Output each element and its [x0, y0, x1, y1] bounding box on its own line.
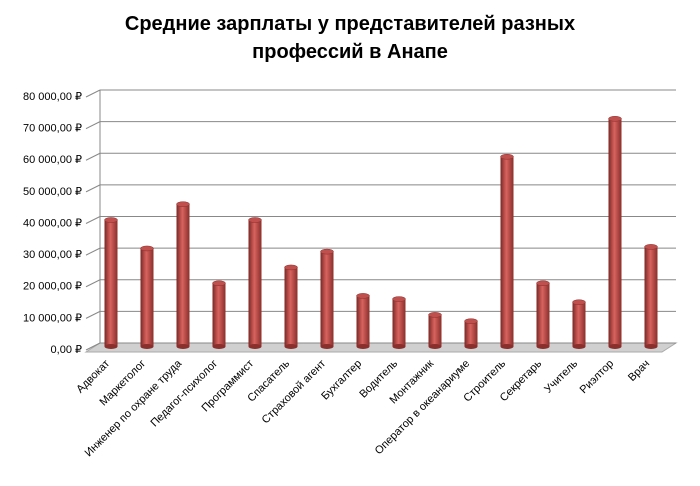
bar — [428, 314, 442, 347]
bar — [608, 118, 622, 347]
bar-cap — [248, 217, 262, 223]
grid-line-side — [85, 152, 101, 161]
bar — [500, 156, 514, 347]
grid-line-side — [85, 310, 101, 319]
bar-cap — [104, 217, 118, 223]
y-tick-label: 50 000,00 ₽ — [23, 186, 82, 198]
bar-cap — [356, 293, 370, 299]
bar — [356, 295, 370, 347]
bar-cap — [500, 154, 514, 160]
bar-cap — [176, 201, 190, 207]
bar-base — [176, 344, 190, 349]
y-tick-label: 60 000,00 ₽ — [23, 154, 82, 166]
chart-title: Средние зарплаты у представителей разных… — [124, 13, 576, 63]
bar-cap — [644, 244, 658, 250]
bar-base — [536, 344, 550, 349]
bar-base — [140, 344, 154, 349]
bar-base — [428, 344, 442, 349]
y-tick-label: 70 000,00 ₽ — [23, 123, 82, 135]
grid-line-side — [85, 184, 101, 193]
bar — [572, 302, 586, 347]
bar-cap — [140, 245, 154, 252]
bar — [284, 267, 298, 347]
y-tick-label: 0,00 ₽ — [51, 344, 82, 356]
bar-cap — [392, 296, 406, 302]
bar-base — [392, 344, 406, 349]
bar-base — [248, 344, 262, 349]
bar — [248, 220, 262, 347]
x-tick-label: Риэлтор — [578, 358, 616, 396]
x-tick-label: Педагог-психолог — [148, 358, 220, 430]
bar-cap — [608, 116, 622, 122]
grid-line-side — [85, 247, 101, 256]
bar-base — [320, 344, 334, 349]
bar-cap — [320, 248, 334, 255]
bar-base — [500, 344, 514, 349]
y-tick-label: 10 000,00 ₽ — [23, 312, 82, 324]
bar — [536, 283, 550, 347]
grid-line-side — [85, 342, 101, 351]
bar — [320, 251, 334, 347]
bar-base — [104, 344, 118, 349]
grid-line-side — [85, 216, 101, 224]
floor — [84, 342, 678, 353]
bar-cap — [536, 280, 550, 286]
bar-base — [284, 344, 298, 349]
x-tick-label: Врач — [626, 358, 652, 384]
grid-line-side — [85, 121, 101, 130]
bar-base — [608, 344, 622, 349]
bar-cap — [212, 280, 226, 286]
bar — [392, 299, 406, 347]
grid-line-side — [85, 89, 101, 98]
y-tick-label: 30 000,00 ₽ — [23, 249, 82, 261]
bar-base — [572, 344, 586, 349]
bar-base — [356, 344, 370, 349]
bar-base — [644, 344, 658, 349]
y-tick-label: 20 000,00 ₽ — [23, 281, 82, 293]
x-tick-label: Страховой агент — [260, 358, 329, 427]
bar — [104, 220, 118, 347]
bar-base — [212, 344, 226, 349]
bar-cap — [428, 312, 442, 318]
bar-base — [464, 344, 478, 349]
y-tick-label: 80 000,00 ₽ — [23, 91, 82, 103]
bar — [464, 321, 478, 347]
bar-cap — [284, 264, 298, 271]
bar — [176, 204, 190, 347]
bar — [140, 248, 154, 347]
bar-cap — [464, 318, 478, 324]
grid-line-side — [85, 279, 101, 288]
bar-cap — [572, 299, 586, 305]
y-tick-label: 40 000,00 ₽ — [23, 217, 82, 229]
x-tick-label: Учитель — [542, 358, 580, 396]
bar — [644, 246, 658, 347]
bar — [212, 283, 226, 347]
